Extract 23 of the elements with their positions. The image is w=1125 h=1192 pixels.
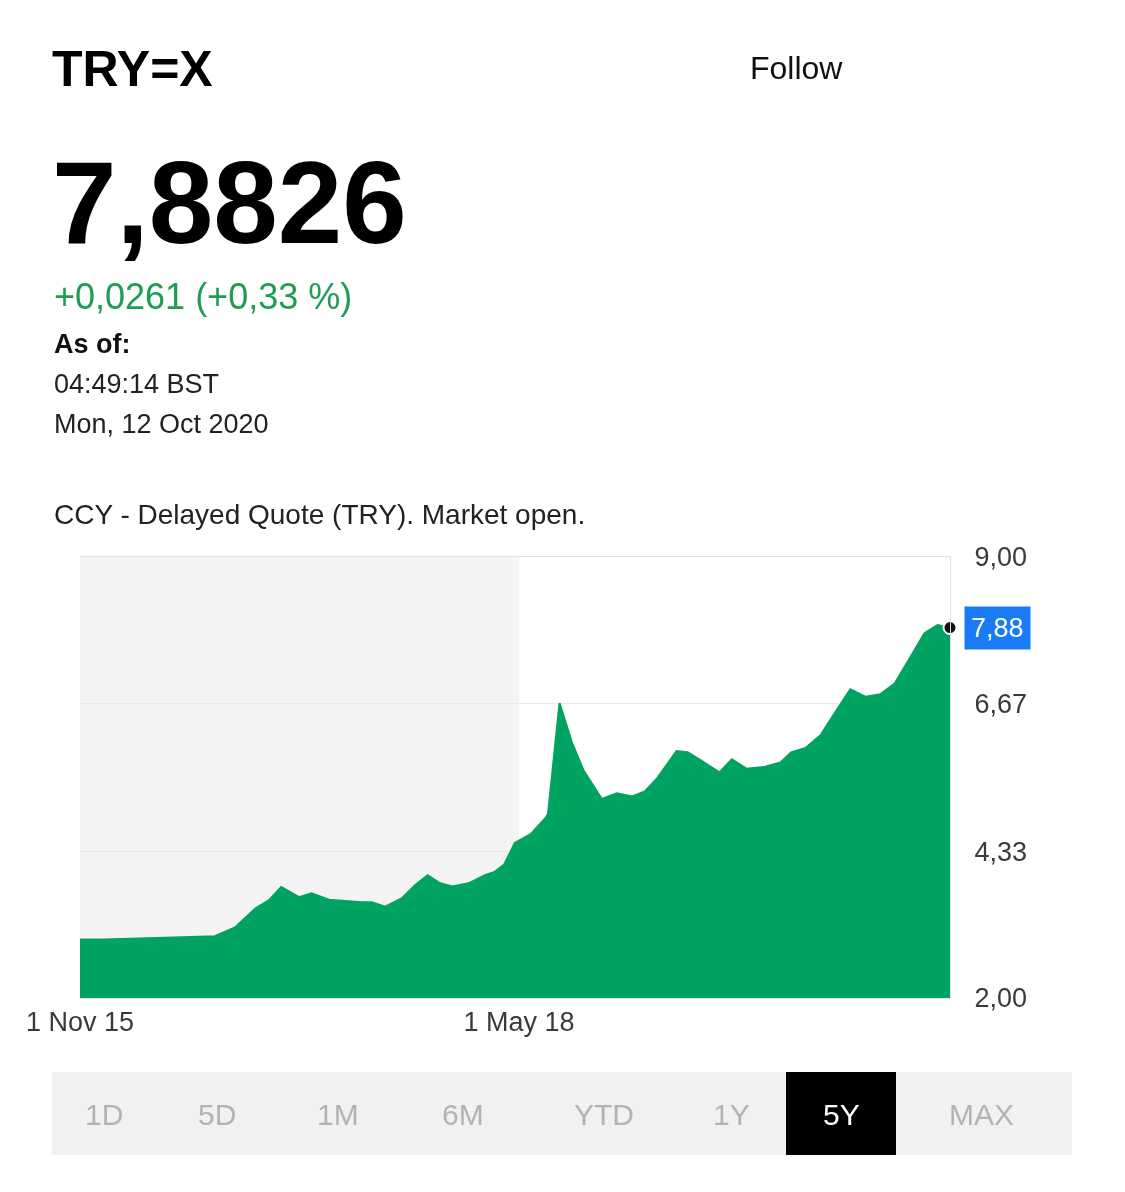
text: Mon, 12 Oct 2020 [54, 409, 269, 439]
text: 5Y [823, 1098, 860, 1131]
text: MAX [949, 1098, 1015, 1131]
chart-subtitle: 7,8826 [52, 138, 407, 268]
text: 1M [317, 1098, 359, 1131]
text: CCY - Delayed Quote (TRY). Market open. [54, 499, 586, 530]
text: 6M [442, 1098, 484, 1131]
text: 1Y [713, 1098, 750, 1131]
y-tick-label: 2,00 [974, 983, 1027, 1014]
chart-title: TRY=X [52, 40, 213, 97]
text: 04:49:14 BST [54, 369, 220, 399]
y-tick-label: 4,33 [974, 836, 1027, 867]
text: +0,0261 (+0,33 %) [54, 276, 353, 317]
text: 5D [198, 1098, 237, 1131]
text: 1D [85, 1098, 124, 1131]
x-tick-label: 1 May 18 [463, 1007, 575, 1038]
text: YTD [574, 1098, 634, 1131]
data-label: 7,88 [971, 613, 1024, 643]
x-tick-label: 1 Nov 15 [25, 1007, 135, 1038]
text: Follow [750, 50, 844, 86]
text: As of: [54, 329, 131, 359]
y-tick-label: 6,67 [974, 689, 1027, 720]
y-tick-label: 9,00 [974, 542, 1027, 573]
